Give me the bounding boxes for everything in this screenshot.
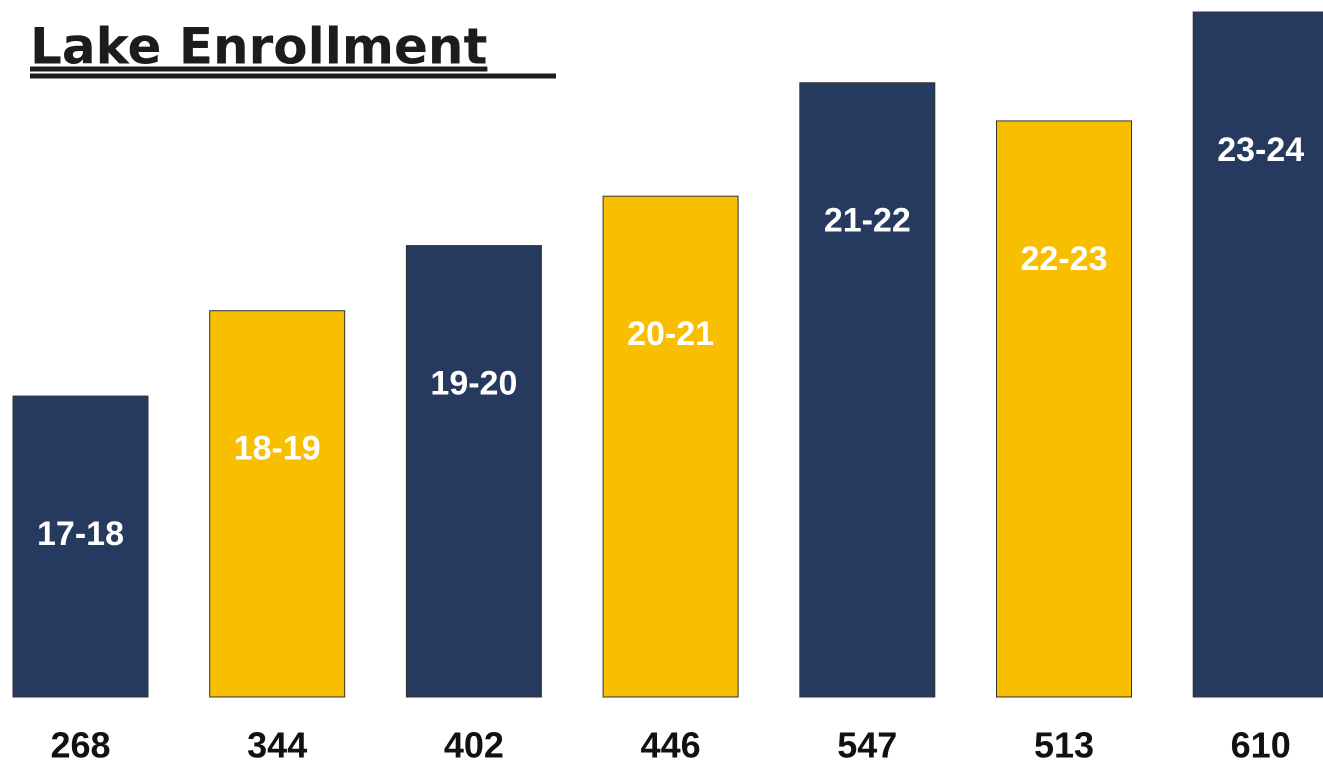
value-label: 513 bbox=[1034, 725, 1094, 766]
bar-category-label: 21-22 bbox=[824, 202, 911, 240]
bar bbox=[210, 311, 345, 697]
bar bbox=[603, 196, 738, 697]
bar bbox=[800, 83, 935, 697]
value-label: 344 bbox=[247, 725, 307, 766]
bar-category-label: 19-20 bbox=[430, 365, 517, 403]
value-label: 610 bbox=[1231, 725, 1291, 766]
bar bbox=[1193, 12, 1323, 697]
value-label: 446 bbox=[641, 725, 701, 766]
bar-category-label: 23-24 bbox=[1217, 131, 1304, 169]
bar-category-label: 18-19 bbox=[234, 430, 321, 468]
chart-title: Lake Enrollment bbox=[30, 18, 487, 76]
bar-category-label: 17-18 bbox=[37, 515, 124, 553]
bar-category-label: 22-23 bbox=[1021, 240, 1108, 278]
bar-category-label: 20-21 bbox=[627, 315, 714, 353]
bar bbox=[997, 121, 1132, 697]
bar bbox=[406, 246, 541, 697]
value-label: 268 bbox=[50, 725, 110, 766]
value-label: 402 bbox=[444, 725, 504, 766]
chart: Lake Enrollment 17-18 268 18-19 344 19-20 402… bbox=[0, 0, 1323, 769]
value-label: 547 bbox=[837, 725, 897, 766]
